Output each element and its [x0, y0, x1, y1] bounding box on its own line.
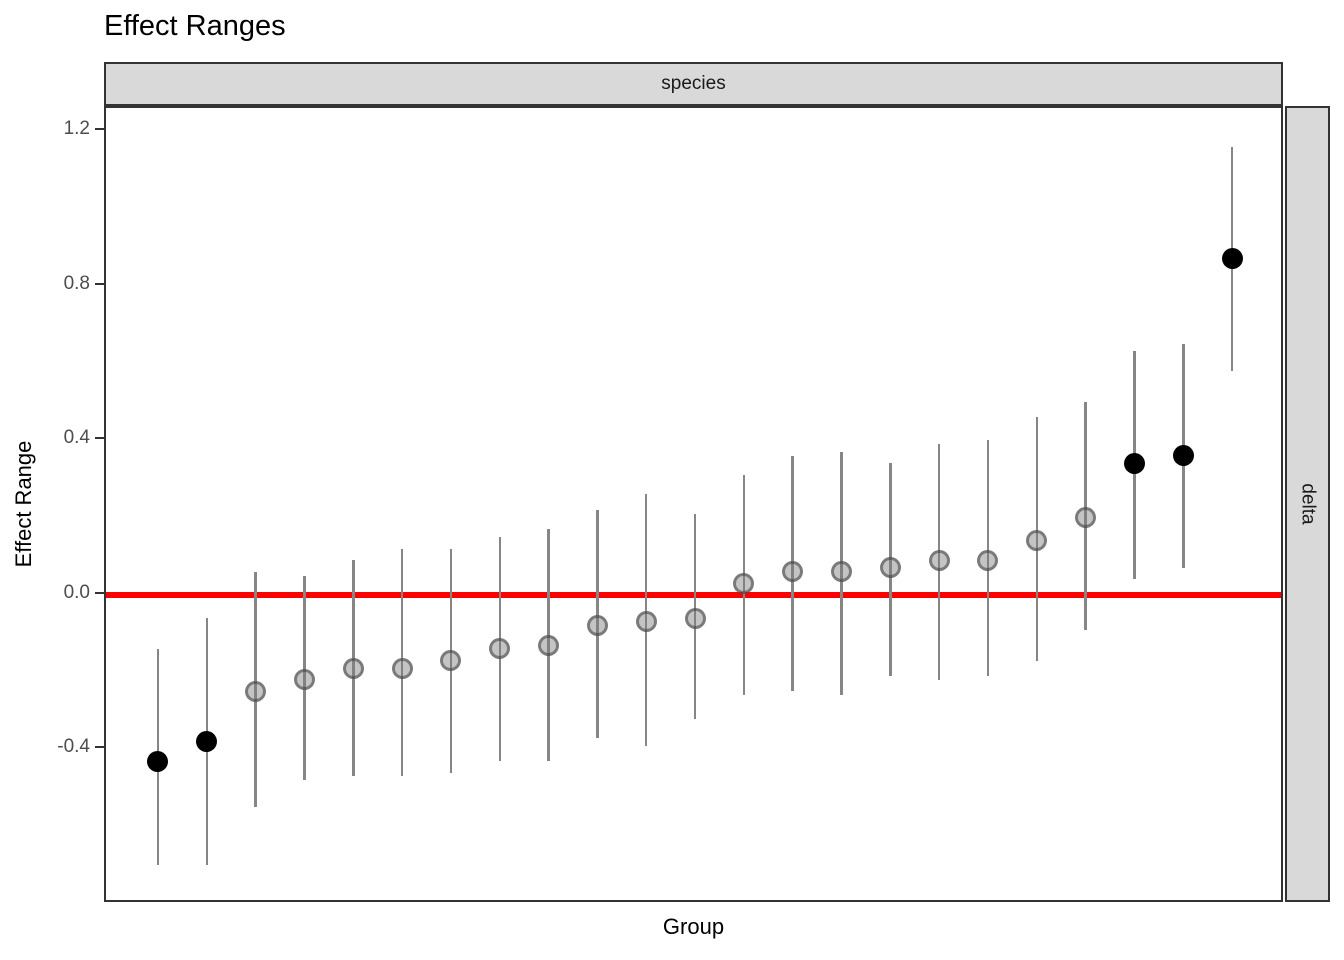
point [489, 638, 511, 660]
facet-strip-top-label: species [661, 73, 726, 94]
y-axis-tick-mark [95, 128, 104, 131]
point [635, 611, 657, 633]
facet-strip-right-label: delta [1297, 483, 1319, 525]
point [342, 657, 364, 679]
y-axis-tick-mark [95, 437, 104, 440]
point-significant [196, 731, 218, 753]
y-axis-tick-mark [95, 746, 104, 749]
point [1026, 530, 1048, 552]
point [1075, 507, 1097, 529]
point [586, 615, 608, 637]
y-axis-tick-mark [95, 591, 104, 594]
point-significant [147, 750, 169, 772]
point [245, 680, 267, 702]
point-significant [1172, 445, 1194, 467]
point [733, 572, 755, 594]
point [391, 657, 413, 679]
point [440, 650, 462, 672]
y-axis-tick-label: -0.4 [57, 736, 90, 758]
point [831, 561, 852, 583]
point-significant [1221, 248, 1243, 270]
reference-line [106, 591, 1281, 598]
y-axis-tick-label: 1.2 [63, 118, 90, 140]
y-axis-tick-label: 0.0 [63, 581, 90, 603]
point [293, 669, 315, 691]
point [782, 561, 804, 583]
point [684, 607, 706, 629]
y-axis-tick-mark [95, 282, 104, 285]
point [977, 549, 999, 571]
y-axis-tick-label: 0.4 [63, 427, 90, 449]
facet-strip-top: species [104, 62, 1283, 106]
y-axis-title: Effect Range [11, 440, 36, 568]
y-axis-tick-label: 0.8 [63, 272, 90, 294]
plot-title: Effect Ranges [104, 10, 286, 42]
point [879, 557, 901, 579]
point-significant [1123, 452, 1145, 474]
panel [104, 106, 1283, 902]
facet-strip-right: delta [1285, 106, 1330, 902]
point [928, 549, 950, 571]
point [538, 634, 560, 656]
x-axis-title: Group [662, 914, 725, 939]
